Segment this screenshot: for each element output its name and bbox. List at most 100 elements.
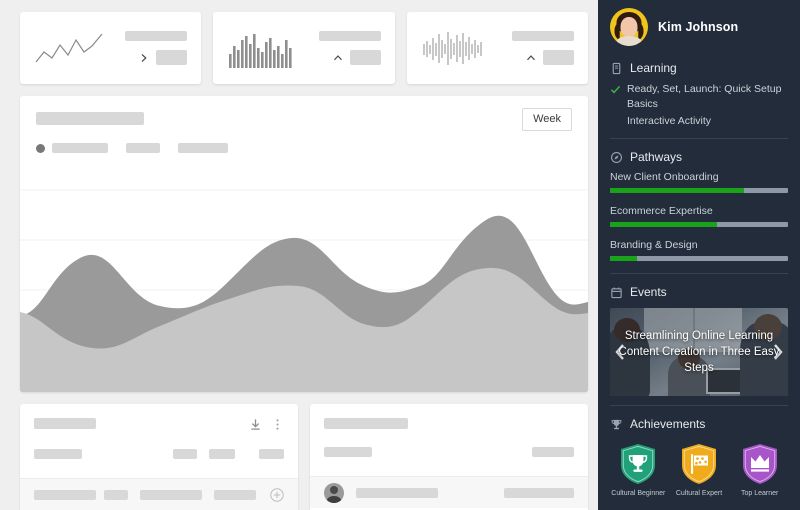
cell-placeholder bbox=[214, 489, 256, 500]
chevron-up-icon bbox=[333, 54, 342, 60]
progress-fill bbox=[610, 222, 717, 227]
event-photo-overlay bbox=[610, 308, 788, 396]
pathway-label: Branding & Design bbox=[610, 239, 698, 251]
divider bbox=[610, 273, 788, 274]
table-row[interactable] bbox=[20, 478, 298, 510]
achievement-label: Cultural Beginner bbox=[611, 490, 666, 497]
area-chart bbox=[20, 188, 588, 392]
profile-name: Kim Johnson bbox=[658, 20, 739, 34]
main-chart-card: Week bbox=[20, 96, 588, 392]
legend-label-placeholder bbox=[126, 143, 160, 153]
avatar bbox=[324, 482, 344, 503]
divider bbox=[610, 405, 788, 406]
achievement-label: Top Learner bbox=[741, 490, 779, 497]
event-photo-person-head bbox=[754, 314, 782, 340]
kpi-value-row bbox=[139, 50, 188, 65]
cell-placeholder bbox=[259, 449, 284, 459]
chevron-up-icon bbox=[527, 54, 535, 60]
learning-item-subtitle: Interactive Activity bbox=[627, 115, 712, 127]
chart-title-placeholder bbox=[36, 112, 144, 125]
trophy-icon bbox=[611, 419, 622, 429]
wave-mini-icon bbox=[423, 32, 482, 65]
kpi-card-1[interactable] bbox=[20, 12, 202, 84]
chart-range-button[interactable]: Week bbox=[522, 108, 572, 131]
right-sidebar: Kim Johnson Learning Ready, Set, Launch:… bbox=[598, 0, 800, 510]
kpi-value-row bbox=[526, 50, 574, 65]
table-row[interactable] bbox=[20, 439, 298, 469]
learning-item[interactable]: Ready, Set, Launch: Quick Setup Basics I… bbox=[610, 82, 788, 129]
carousel-next-icon[interactable] bbox=[770, 342, 786, 362]
carousel-prev-icon[interactable] bbox=[612, 342, 628, 362]
pathway-label: Ecommerce Expertise bbox=[610, 205, 713, 217]
event-carousel-card[interactable]: Streamlining Online Learning Content Cre… bbox=[610, 308, 788, 396]
pathway-item[interactable]: Branding & Design bbox=[610, 230, 788, 264]
check-icon bbox=[610, 85, 621, 94]
kpi-value-placeholder bbox=[542, 50, 574, 65]
shield-trophy-icon bbox=[621, 444, 656, 484]
kpi-value-placeholder bbox=[349, 50, 381, 65]
table-row[interactable] bbox=[310, 437, 588, 467]
event-title: Streamlining Online Learning Content Cre… bbox=[618, 330, 780, 374]
chart-header: Week bbox=[20, 108, 588, 153]
section-title: Events bbox=[630, 285, 667, 299]
achievement-badge[interactable]: Cultural Expert bbox=[671, 443, 728, 498]
plus-circle-icon[interactable] bbox=[270, 487, 284, 502]
cell-placeholder bbox=[173, 449, 197, 459]
progress-fill bbox=[610, 256, 637, 261]
cell-placeholder bbox=[140, 489, 202, 500]
pathway-item[interactable]: New Client Onboarding bbox=[610, 171, 788, 196]
legend-label-placeholder bbox=[52, 143, 108, 153]
pathway-item[interactable]: Ecommerce Expertise bbox=[610, 196, 788, 230]
achievement-badge[interactable]: Top Learner bbox=[731, 443, 788, 498]
bar-mini-icon bbox=[229, 34, 292, 68]
bottom-card-title-placeholder bbox=[324, 418, 408, 429]
shield-crown-icon bbox=[742, 444, 777, 484]
cell-placeholder bbox=[324, 447, 372, 457]
achievement-label: Cultural Expert bbox=[675, 490, 723, 497]
kpi-card-3[interactable] bbox=[406, 12, 588, 84]
cell-placeholder bbox=[504, 487, 574, 498]
download-icon[interactable] bbox=[249, 418, 262, 431]
main-content: Week bbox=[0, 0, 598, 510]
section-header-achievements: Achievements bbox=[610, 412, 788, 438]
bottom-card-header bbox=[20, 404, 298, 431]
section-title: Learning bbox=[630, 61, 677, 75]
event-photo-person-head bbox=[614, 318, 640, 342]
achievement-badge[interactable]: Cultural Beginner bbox=[610, 443, 667, 498]
kpi-label-placeholder bbox=[125, 31, 188, 41]
calendar-icon bbox=[611, 286, 622, 298]
progress-bar bbox=[610, 222, 788, 227]
legend-dot-icon bbox=[36, 143, 45, 153]
shield-flag-icon bbox=[682, 444, 716, 484]
bottom-card-header bbox=[310, 404, 588, 429]
pathway-label: New Client Onboarding bbox=[610, 171, 719, 183]
event-photo-window bbox=[644, 308, 742, 352]
area-series-lower bbox=[20, 267, 588, 392]
avatar bbox=[610, 8, 648, 46]
chart-legend bbox=[36, 143, 572, 153]
bottom-card-right bbox=[310, 404, 588, 510]
area-chart-svg bbox=[20, 189, 588, 392]
kpi-label-placeholder bbox=[318, 31, 381, 41]
section-header-learning: Learning bbox=[610, 56, 788, 82]
sparkline-icon bbox=[35, 33, 103, 63]
bottom-card-left bbox=[20, 404, 298, 510]
legend-item[interactable] bbox=[178, 143, 228, 153]
legend-item[interactable] bbox=[36, 143, 108, 153]
more-vertical-icon[interactable] bbox=[271, 418, 284, 431]
divider bbox=[610, 138, 788, 139]
section-header-events: Events bbox=[610, 280, 788, 306]
cell-placeholder bbox=[34, 489, 96, 500]
section-title: Pathways bbox=[630, 150, 683, 164]
kpi-card-2[interactable] bbox=[213, 12, 395, 84]
legend-item[interactable] bbox=[126, 143, 160, 153]
kpi-value-row bbox=[333, 50, 381, 65]
cell-placeholder bbox=[209, 449, 235, 459]
kpi-label-placeholder bbox=[511, 31, 574, 41]
legend-label-placeholder bbox=[178, 143, 228, 153]
progress-fill bbox=[610, 188, 744, 193]
profile-header[interactable]: Kim Johnson bbox=[610, 0, 788, 56]
section-title: Achievements bbox=[630, 417, 706, 431]
table-row[interactable] bbox=[310, 476, 588, 508]
